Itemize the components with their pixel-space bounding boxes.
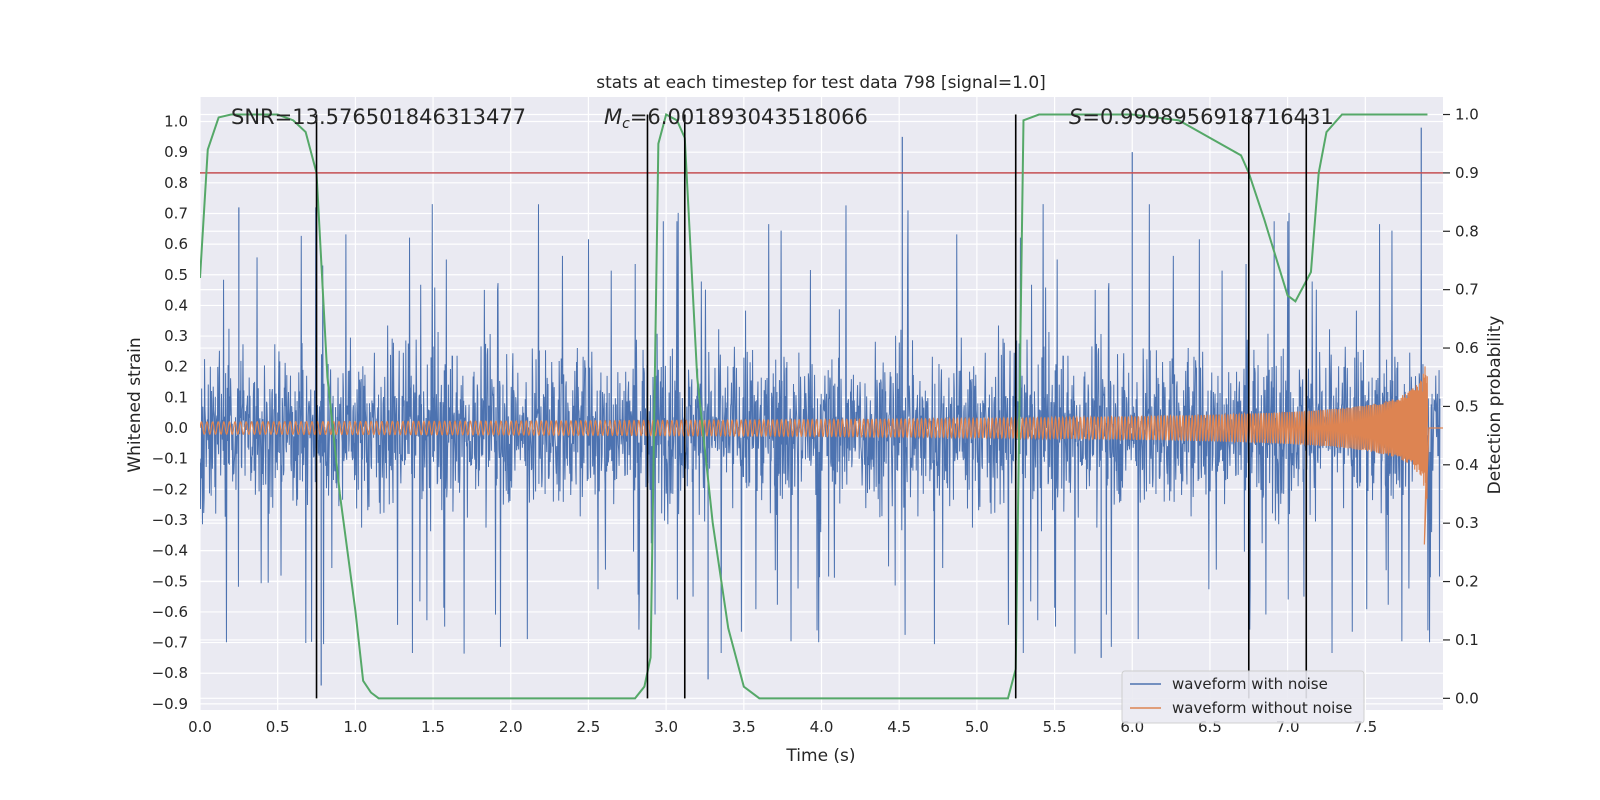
y-tick-label: 0.5 [164,266,188,284]
x-tick-label: 4.0 [810,718,834,736]
y-tick-label: −0.7 [152,634,188,652]
x-axis-title: Time (s) [785,746,855,766]
vertical-lines [315,114,1308,699]
series-layer [200,113,1443,700]
y-right-tick-label: 0.6 [1455,339,1479,357]
y-tick-label: 0.7 [164,204,188,222]
y-tick-label: 0.1 [164,388,188,406]
x-tick-label: 2.0 [499,718,523,736]
y-tick-label: −0.3 [152,511,188,529]
y-tick-label: −0.1 [152,450,188,468]
y-tick-label: 0.9 [164,143,188,161]
s-annotation: S=0.9998956918716431 [1069,105,1334,129]
legend-label-clean: waveform without noise [1172,699,1352,717]
y-tick-label: −0.5 [152,572,188,590]
series-waveform-without-noise [200,366,1443,545]
mc-value: =6.001893043518066 [630,105,868,129]
s-value: =0.9998956918716431 [1082,105,1333,129]
y-tick-label: −0.8 [152,664,188,682]
s-symbol: S [1069,105,1082,129]
y-right-tick-label: 0.8 [1455,222,1479,240]
mc-annotation: Mc=6.001893043518066 [604,105,868,132]
mc-symbol: M [604,105,622,129]
y-right-tick-label: 0.3 [1455,514,1479,532]
y-right-tick-label: 0.0 [1455,689,1479,707]
y-tick-label: 0.3 [164,327,188,345]
x-tick-label: 1.0 [343,718,367,736]
y-right-tick-label: 0.7 [1455,281,1479,299]
y-tick-label: −0.9 [152,695,188,713]
series-detection-probability [200,113,1428,700]
y-right-tick-label: 0.5 [1455,397,1479,415]
x-tick-label: 5.0 [965,718,989,736]
y-right-tick-label: 1.0 [1455,106,1479,124]
x-tick-label: 3.0 [654,718,678,736]
axes: 0.0 0.5 1.0 1.5 2.0 2.5 3.0 3.5 4.0 4.5 5.0 5.5 6.0 6… [152,106,1479,736]
legend: waveform with noise waveform without noi… [1121,670,1365,724]
legend-label-noise: waveform with noise [1172,675,1328,693]
y-tick-label: 0.4 [164,296,188,314]
y-tick-label: 0.6 [164,235,188,253]
x-tick-label: 0.5 [266,718,290,736]
y-right-tick-label: 0.2 [1455,573,1479,591]
x-tick-label: 2.5 [577,718,601,736]
y-tick-label: 0.8 [164,174,188,192]
snr-annotation: SNR=13.576501846313477 [231,105,526,129]
legend-box [1121,670,1365,724]
x-tick-label: 4.5 [887,718,911,736]
y-axis-title: Whitened strain [125,337,145,472]
x-tick-label: 5.5 [1043,718,1067,736]
y-tick-label: −0.6 [152,603,188,621]
y-tick-label: 0.0 [164,419,188,437]
y-right-tick-label: 0.9 [1455,164,1479,182]
chart-title: stats at each timestep for test data 798… [596,73,1046,93]
y-right-tick-label: 0.1 [1455,631,1479,649]
y-axis-right-title: Detection probability [1485,316,1505,495]
x-tick-label: 1.5 [421,718,445,736]
series-waveform-with-noise [200,204,1441,654]
x-tick-label: 3.5 [732,718,756,736]
y-tick-label: −0.2 [152,480,188,498]
y-tick-label: 1.0 [164,113,188,131]
y-right-tick-label: 0.4 [1455,456,1479,474]
y-tick-label: −0.4 [152,542,188,560]
mc-subscript: c [622,116,630,132]
x-tick-label: 0.0 [188,718,212,736]
y-tick-label: 0.2 [164,358,188,376]
